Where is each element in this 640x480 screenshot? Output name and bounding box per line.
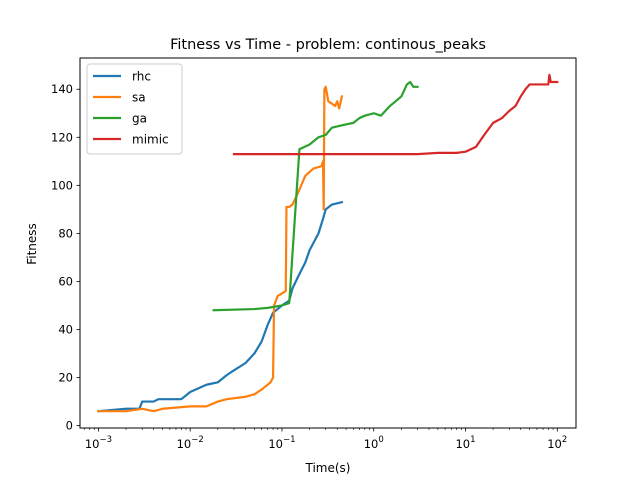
x-tick-label: 101 [455, 435, 475, 451]
legend-label-mimic: mimic [132, 133, 169, 147]
x-tick-label: 10−2 [177, 435, 204, 451]
x-axis-label: Time(s) [305, 461, 351, 475]
axes-frame [79, 57, 577, 429]
y-tick-label: 80 [58, 226, 73, 240]
x-tick-label: 102 [547, 435, 567, 451]
y-tick-label: 20 [58, 371, 73, 385]
legend-box [86, 63, 183, 155]
chart-title: Fitness vs Time - problem: continous_pea… [170, 37, 486, 53]
y-tick-label: 120 [51, 130, 73, 144]
y-axis-label: Fitness [25, 223, 39, 265]
tick-layer: 10−3 10−2 10−1 100 101 102 0 20 40 60 80 100 120 140 [51, 82, 567, 451]
legend-entries: rhc sa ga mimic [93, 70, 169, 147]
series-line-ga [212, 80, 419, 312]
x-tick-label: 10−1 [268, 435, 295, 451]
series-line-sa [97, 85, 344, 413]
legend-label-rhc: rhc [132, 70, 151, 84]
legend-label-sa: sa [132, 91, 146, 105]
x-tick-label: 100 [364, 435, 384, 451]
y-tick-label: 100 [51, 178, 73, 192]
y-tick-label: 140 [51, 82, 73, 96]
legend: rhc sa ga mimic [86, 63, 183, 155]
legend-label-ga: ga [132, 112, 147, 126]
y-tick-label: 0 [66, 419, 73, 433]
series-line-mimic [232, 73, 559, 156]
y-tick-label: 40 [58, 322, 73, 336]
series-line-rhc [97, 200, 344, 413]
series-layer [97, 73, 559, 413]
x-tick-label: 10−3 [85, 435, 112, 451]
y-tick-label: 60 [58, 274, 73, 288]
